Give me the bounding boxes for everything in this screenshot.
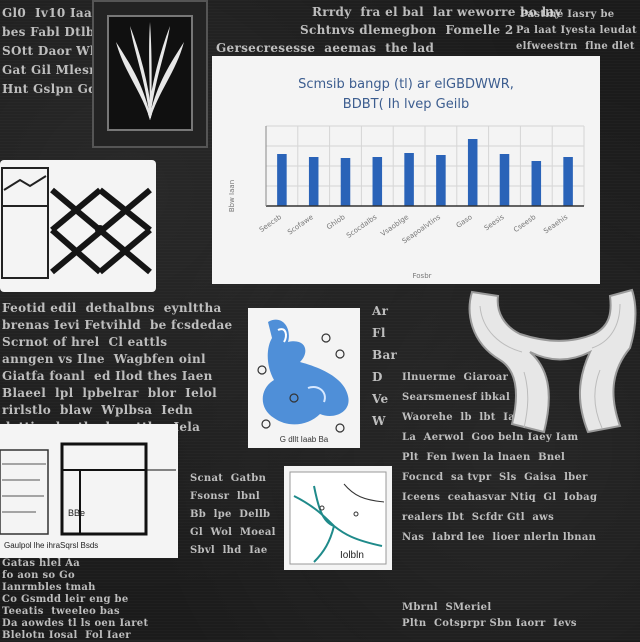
- chart-bar-4: [404, 153, 414, 206]
- network-diagram-card: Iolbln: [284, 466, 392, 570]
- scribble-top-right-3: elfweestrn flne dlet: [516, 41, 635, 52]
- schematic-icon: BBe Gaulpol lhe ihraSqrsl Bsds: [0, 442, 176, 550]
- scribble-bottom-far: Mbrnl SMeriel Pltn Cotsprpr Sbn Iaorr Ie…: [402, 602, 577, 629]
- chart-bar-5: [436, 155, 446, 206]
- chart-x-tick-label: Seaehis: [542, 213, 569, 235]
- chart-bar-3: [372, 157, 383, 206]
- network-diagram-label: Iolbln: [340, 550, 364, 561]
- chart-x-tick-label: Scocdalbs: [345, 213, 379, 240]
- scribble-mid-paragraph: Feotid edil dethalbns eynlttha brenas Ie…: [2, 301, 233, 434]
- chart-x-tick-label: Scofawe: [286, 213, 315, 236]
- bar-chart: Scmsib bangp (tl) ar elGBDWWR, BDBT( Ih …: [228, 77, 585, 280]
- chart-bar-7: [499, 154, 510, 206]
- network-diagram-icon: Iolbln: [289, 471, 387, 565]
- chart-x-tick-label: Gaso: [455, 213, 474, 230]
- plant-illustration-card: [92, 0, 208, 148]
- chart-bar-0: [277, 154, 287, 206]
- schematic-small-label: BBe: [68, 508, 85, 518]
- scribble-top-right-2: Pa laat Iyesta leudat: [516, 25, 637, 36]
- bar-chart-card: Scmsib bangp (tl) ar elGBDWWR, BDBT( Ih …: [212, 56, 600, 284]
- scribble-bottom-center: Scnat Gatbn Fsonsr lbnl Bb lpe Dellb Gl …: [190, 473, 276, 556]
- molecule-card: G dllt Iaab Ba: [248, 308, 360, 448]
- chart-x-tick-label: Seecsb: [258, 213, 284, 234]
- chart-bar-8: [531, 161, 542, 206]
- scribble-left-column: Gl0 Iv10 Iaa bes Fabl Dtlb SOtt Daor Wha…: [2, 6, 107, 96]
- scribble-top-right-1: Pastlhe Iasry be: [520, 9, 615, 20]
- chart-title-line-1: Scmsib bangp (tl) ar elGBDWWR,: [298, 77, 514, 92]
- chart-x-label: Fosbr: [412, 272, 431, 280]
- chart-bar-1: [308, 157, 319, 206]
- schematic-caption: Gaulpol lhe ihraSqrsl Bsds: [4, 541, 98, 550]
- schematic-card: BBe Gaulpol lhe ihraSqrsl Bsds: [0, 424, 178, 558]
- chart-title-line-2: BDBT( Ih lvep Geilb: [343, 97, 469, 112]
- scribble-top-center: Rrrdy fra el bal lar weworre bo lay: [312, 5, 562, 19]
- chart-x-tick-label: Cseesb: [512, 213, 538, 234]
- chart-bar-2: [340, 158, 351, 206]
- scribble-bottom-left: Gatas hlel Aa fo aon so Go Ianrmbles tma…: [2, 558, 149, 641]
- leaf-icon: [107, 15, 193, 131]
- pipe-illustration-icon: [468, 288, 637, 434]
- chart-y-label: Bbw Iaan: [228, 180, 236, 212]
- scribble-top-center-3: Gersecresesse aeemas the lad: [216, 41, 435, 55]
- chart-bar-9: [563, 157, 573, 206]
- lattice-diagram-icon: [1, 167, 152, 279]
- scribble-right-mid: Ar Fl Bar D Ve W: [372, 304, 398, 428]
- molecule-icon: G dllt Iaab Ba: [257, 319, 349, 444]
- scribble-top-center-2: Schtnvs dlemegbon Fomelle 2: [300, 23, 514, 37]
- chart-x-tick-label: Seesis: [483, 213, 506, 233]
- chart-bar-6: [467, 139, 478, 206]
- molecule-label: G dllt Iaab Ba: [280, 435, 329, 444]
- chart-x-tick-label: Ghlob: [325, 213, 347, 232]
- lattice-diagram-card: [0, 160, 156, 292]
